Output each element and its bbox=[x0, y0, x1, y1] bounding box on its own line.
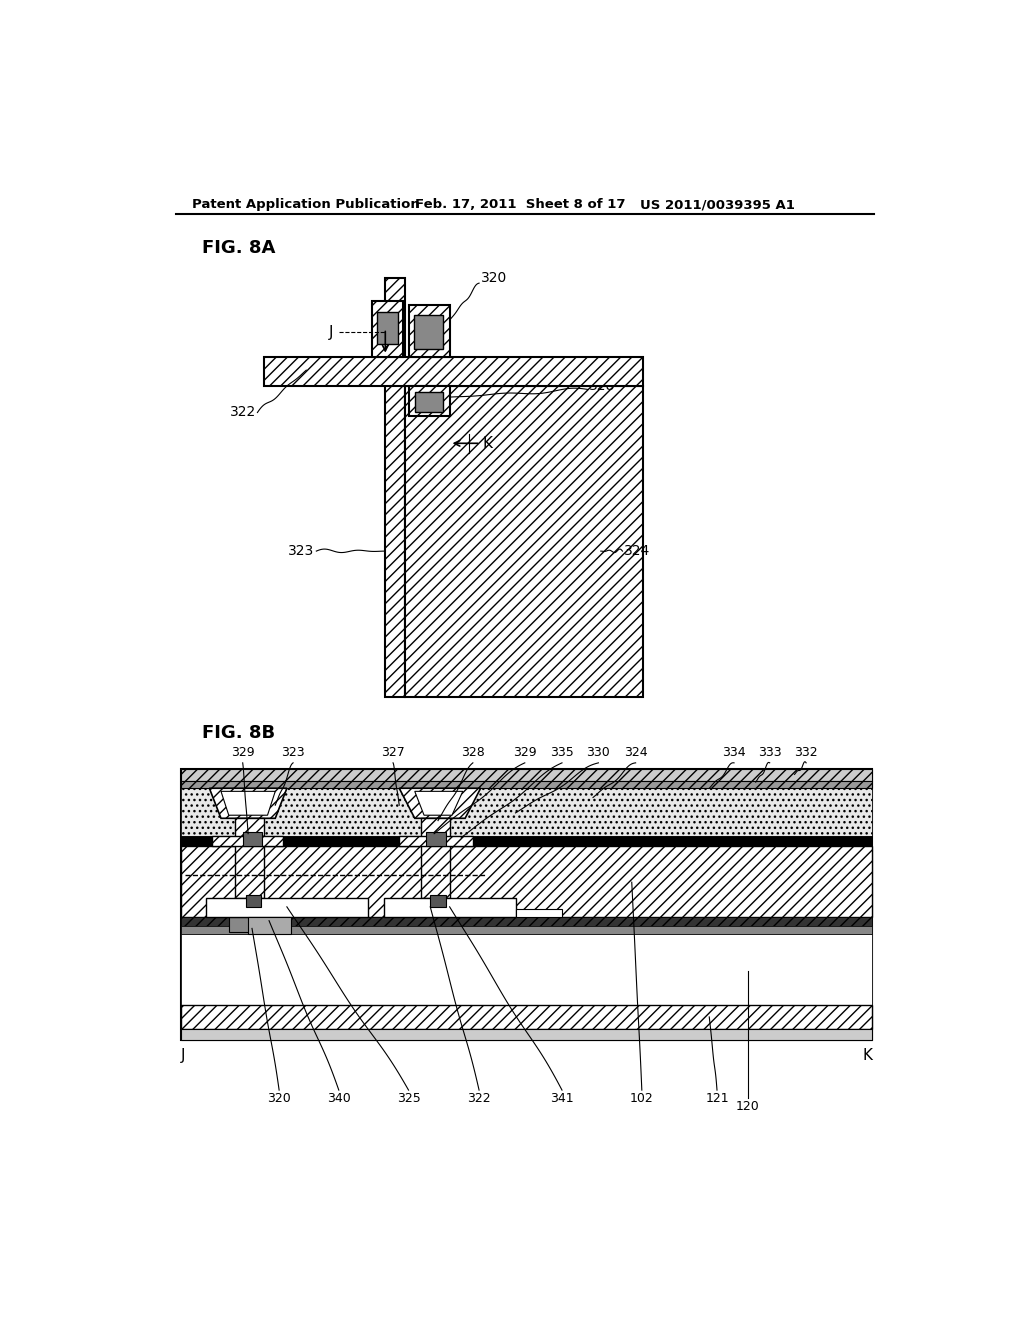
Text: 320: 320 bbox=[267, 1093, 291, 1105]
Bar bbox=[421, 818, 450, 898]
Text: 335: 335 bbox=[550, 746, 573, 759]
Bar bbox=[515, 909, 562, 917]
Bar bbox=[385, 277, 406, 697]
Text: 322: 322 bbox=[467, 1093, 490, 1105]
Bar bbox=[180, 780, 872, 788]
Bar bbox=[430, 895, 445, 907]
Polygon shape bbox=[221, 792, 275, 816]
Bar bbox=[180, 770, 872, 780]
Bar bbox=[180, 933, 872, 1006]
Text: K: K bbox=[483, 436, 493, 451]
Bar bbox=[372, 301, 403, 358]
Bar bbox=[212, 836, 283, 846]
Polygon shape bbox=[399, 788, 480, 818]
Bar bbox=[263, 358, 643, 385]
Text: 329: 329 bbox=[230, 746, 255, 759]
Text: K: K bbox=[862, 1048, 872, 1063]
Bar bbox=[180, 770, 872, 1040]
Bar bbox=[180, 836, 872, 846]
Bar bbox=[415, 392, 443, 412]
Text: US 2011/0039395 A1: US 2011/0039395 A1 bbox=[640, 198, 795, 211]
Text: 340: 340 bbox=[327, 1093, 350, 1105]
Text: 333: 333 bbox=[758, 746, 781, 759]
Bar bbox=[180, 917, 872, 927]
Bar bbox=[377, 312, 398, 345]
Text: 324: 324 bbox=[624, 746, 647, 759]
Text: 102: 102 bbox=[630, 1093, 653, 1105]
Text: 327: 327 bbox=[381, 746, 404, 759]
Bar bbox=[228, 917, 267, 932]
Bar bbox=[206, 898, 369, 917]
Bar bbox=[410, 385, 450, 416]
Text: 341: 341 bbox=[550, 1093, 573, 1105]
Text: 323: 323 bbox=[288, 544, 314, 558]
Text: 120: 120 bbox=[736, 1100, 760, 1113]
Bar bbox=[180, 927, 872, 933]
Polygon shape bbox=[415, 792, 463, 816]
Bar bbox=[248, 917, 291, 933]
Text: FIG. 8A: FIG. 8A bbox=[202, 239, 275, 257]
Text: Feb. 17, 2011  Sheet 8 of 17: Feb. 17, 2011 Sheet 8 of 17 bbox=[415, 198, 626, 211]
Text: 332: 332 bbox=[795, 746, 818, 759]
Bar bbox=[180, 788, 872, 836]
Bar bbox=[246, 895, 261, 907]
Bar bbox=[180, 1028, 872, 1040]
Text: J: J bbox=[180, 1048, 185, 1063]
Bar bbox=[180, 1006, 872, 1028]
Bar bbox=[410, 305, 450, 358]
Text: 334: 334 bbox=[722, 746, 745, 759]
Text: 328: 328 bbox=[461, 746, 484, 759]
Bar bbox=[399, 836, 473, 846]
Text: 323: 323 bbox=[282, 746, 305, 759]
Text: Patent Application Publication: Patent Application Publication bbox=[191, 198, 419, 211]
Bar bbox=[414, 314, 443, 350]
Bar bbox=[426, 832, 445, 846]
Text: 328: 328 bbox=[589, 379, 615, 392]
Bar bbox=[243, 832, 262, 846]
Bar bbox=[406, 385, 643, 697]
Bar bbox=[384, 898, 515, 917]
Text: 329: 329 bbox=[513, 746, 537, 759]
Text: 320: 320 bbox=[480, 271, 507, 285]
Text: 324: 324 bbox=[624, 544, 650, 558]
Text: FIG. 8B: FIG. 8B bbox=[202, 725, 274, 742]
Text: J: J bbox=[329, 325, 334, 341]
Text: 325: 325 bbox=[396, 1093, 421, 1105]
Text: 121: 121 bbox=[706, 1093, 729, 1105]
Bar bbox=[234, 818, 264, 898]
Polygon shape bbox=[209, 788, 287, 818]
Bar bbox=[180, 846, 872, 917]
Text: 322: 322 bbox=[229, 405, 256, 420]
Text: 330: 330 bbox=[587, 746, 610, 759]
